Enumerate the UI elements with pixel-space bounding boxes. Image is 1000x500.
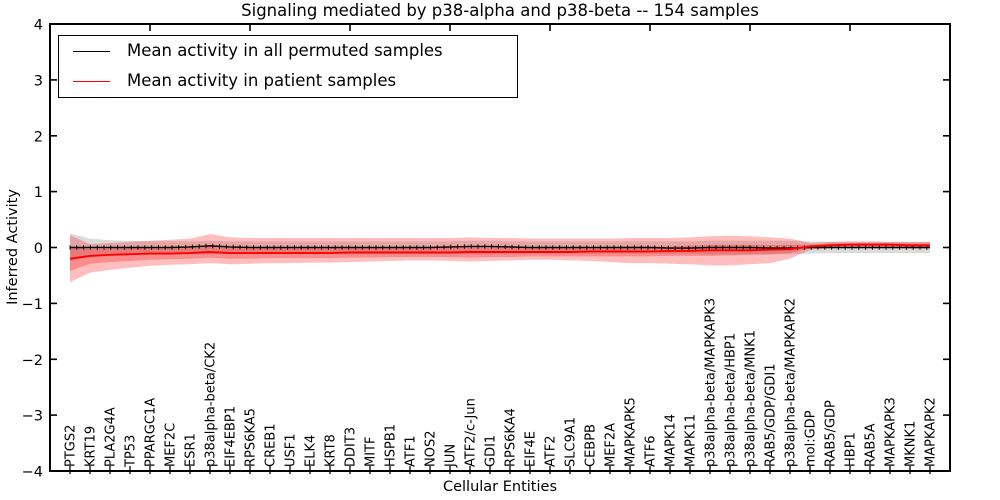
x-tick-label: p38alpha-beta/MNK1 — [744, 330, 759, 467]
chart-title: Signaling mediated by p38-alpha and p38-… — [241, 1, 759, 20]
x-tick-label: MAPKAPK2 — [924, 397, 939, 467]
permuted-mean-line — [70, 245, 930, 249]
x-tick-label: MAPK11 — [684, 414, 699, 467]
x-tick-label: HSPB1 — [384, 424, 399, 467]
permuted-error-ticks — [69, 243, 928, 251]
y-tick-label: −4 — [22, 465, 43, 481]
x-tick-label: p38alpha-beta/HBP1 — [724, 333, 739, 467]
y-axis-title: Inferred Activity — [5, 189, 21, 305]
x-tick-label: KRT19 — [84, 426, 99, 467]
legend-label-permuted: Mean activity in all permuted samples — [127, 41, 443, 61]
x-tick-label: RPS6KA4 — [504, 408, 519, 467]
legend: Mean activity in all permuted samples Me… — [58, 35, 518, 98]
patient-outer-band — [70, 234, 930, 283]
x-tick-label: mol:GDP — [804, 410, 819, 467]
y-tick-label: −1 — [22, 297, 43, 313]
x-tick-label: CREB1 — [264, 423, 279, 467]
y-tick-label: 4 — [34, 18, 43, 34]
x-tick-label: ATF1 — [404, 435, 419, 467]
x-tick-label: MAPKAPK5 — [624, 397, 639, 467]
legend-entry-patient: Mean activity in patient samples — [59, 70, 517, 94]
permuted-std-band — [70, 233, 930, 262]
x-tick-label: MAPK14 — [664, 414, 679, 467]
y-tick-label: 3 — [34, 73, 43, 89]
x-tick-label: RPS6KA5 — [244, 408, 259, 467]
x-tick-label: NOS2 — [424, 431, 439, 467]
x-tick-label: EIF4EBP1 — [224, 406, 239, 467]
x-axis-title: Cellular Entities — [442, 479, 558, 495]
legend-label-patient: Mean activity in patient samples — [127, 71, 397, 91]
x-tick-label: JUN — [444, 444, 459, 468]
x-tick-label: p38alpha-beta/MAPKAPK3 — [704, 298, 719, 467]
permuted-line-swatch — [73, 51, 110, 52]
y-tick-label: 0 — [34, 241, 43, 257]
x-tick-label: USF1 — [284, 433, 299, 467]
x-tick-label: ATF6 — [644, 435, 659, 467]
y-tick-label: 2 — [34, 129, 43, 145]
patient-mean-line — [69, 243, 930, 260]
x-tick-label: GDI1 — [484, 435, 499, 467]
y-tick-label: −2 — [22, 353, 43, 369]
x-tick-label: ATF2/c-Jun — [464, 398, 479, 467]
x-tick-label: DDIT3 — [344, 427, 359, 467]
x-tick-label: MEF2C — [164, 423, 179, 467]
x-tick-label: p38alpha-beta/MAPKAPK2 — [784, 298, 799, 467]
x-tick-label: PTGS2 — [64, 425, 79, 467]
legend-entry-permuted: Mean activity in all permuted samples — [59, 40, 517, 64]
x-tick-label: MAPKAPK3 — [884, 397, 899, 467]
x-tick-label: ELK4 — [304, 435, 319, 467]
x-tick-label: MEF2A — [604, 423, 619, 467]
x-tick-label: EIF4E — [524, 431, 539, 467]
x-tick-label: RAB5/GDP/GDI1 — [764, 364, 779, 467]
x-tick-label: RAB5A — [864, 423, 879, 467]
y-tick-label: −3 — [22, 409, 43, 425]
x-tick-label: RAB5/GDP — [824, 400, 839, 467]
x-tick-label: ESR1 — [184, 433, 199, 467]
x-tick-label: p38alpha-beta/CK2 — [204, 342, 219, 467]
x-tick-label: PPARGC1A — [144, 398, 159, 467]
x-tick-label: PLA2G4A — [104, 407, 119, 467]
x-tick-label: SLC9A1 — [564, 417, 579, 467]
x-tick-label: TP53 — [124, 435, 139, 468]
x-tick-label: KRT8 — [324, 434, 339, 467]
x-tick-label: HBP1 — [844, 432, 859, 467]
y-tick-label: 1 — [34, 185, 43, 201]
x-tick-label: CEBPB — [584, 424, 599, 467]
x-tick-label: MKNK1 — [904, 421, 919, 467]
patient-line-swatch — [73, 81, 110, 82]
x-tick-label: MITF — [364, 437, 379, 467]
x-tick-label: ATF2 — [544, 435, 559, 467]
